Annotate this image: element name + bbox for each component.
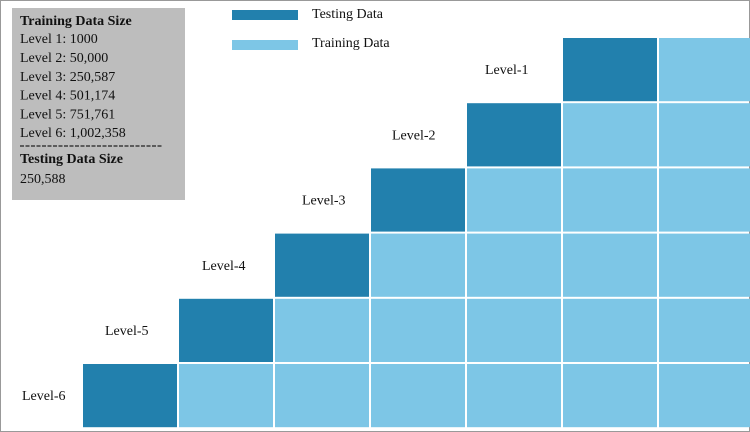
training-block xyxy=(467,168,561,232)
training-block xyxy=(659,103,750,167)
training-block xyxy=(563,298,657,362)
training-line: Level 6: 1,002,358 xyxy=(20,126,126,141)
training-block xyxy=(659,168,750,232)
level-label: Level-5 xyxy=(105,324,149,339)
training-block xyxy=(371,233,465,297)
testing-title: Testing Data Size xyxy=(20,152,123,167)
testing-block xyxy=(563,38,657,102)
training-block xyxy=(659,298,750,362)
training-block xyxy=(467,298,561,362)
level-label: Level-6 xyxy=(22,389,66,404)
legend-swatch xyxy=(232,40,298,50)
training-title: Training Data Size xyxy=(20,14,132,29)
training-line: Level 5: 751,761 xyxy=(20,107,115,122)
training-block xyxy=(371,364,465,428)
training-line: Level 2: 50,000 xyxy=(20,51,108,66)
training-block xyxy=(659,233,750,297)
info-box xyxy=(12,8,185,200)
testing-block xyxy=(83,364,177,428)
training-lines: Level 1: 1000 Level 2: 50,000 Level 3: 250… xyxy=(20,32,126,141)
training-line: Level 1: 1000 xyxy=(20,32,98,47)
testing-value: 250,588 xyxy=(20,172,66,187)
training-block xyxy=(275,364,369,428)
legend-label: Training Data xyxy=(312,36,390,51)
level-label: Level-3 xyxy=(302,194,346,209)
level-label: Level-1 xyxy=(485,63,529,78)
training-line: Level 3: 250,587 xyxy=(20,70,115,85)
testing-block xyxy=(371,168,465,232)
legend-label: Testing Data xyxy=(312,7,384,22)
training-block xyxy=(275,298,369,362)
legend: Testing Data Training Data xyxy=(232,7,390,51)
training-block xyxy=(659,364,750,428)
testing-block xyxy=(467,103,561,167)
level-grid: Level-1 Level-2 Level-3 Level-4 Level-5 Level… xyxy=(22,38,750,428)
level-label: Level-2 xyxy=(392,128,436,143)
training-block xyxy=(467,233,561,297)
testing-block xyxy=(179,298,273,362)
training-block xyxy=(659,38,750,102)
training-block xyxy=(563,103,657,167)
training-block xyxy=(563,168,657,232)
training-block xyxy=(371,298,465,362)
training-line: Level 4: 501,174 xyxy=(20,89,115,104)
training-block xyxy=(467,364,561,428)
training-block xyxy=(563,364,657,428)
training-block xyxy=(563,233,657,297)
training-block xyxy=(179,364,273,428)
level-label: Level-4 xyxy=(202,259,246,274)
legend-swatch xyxy=(232,10,298,20)
testing-block xyxy=(275,233,369,297)
